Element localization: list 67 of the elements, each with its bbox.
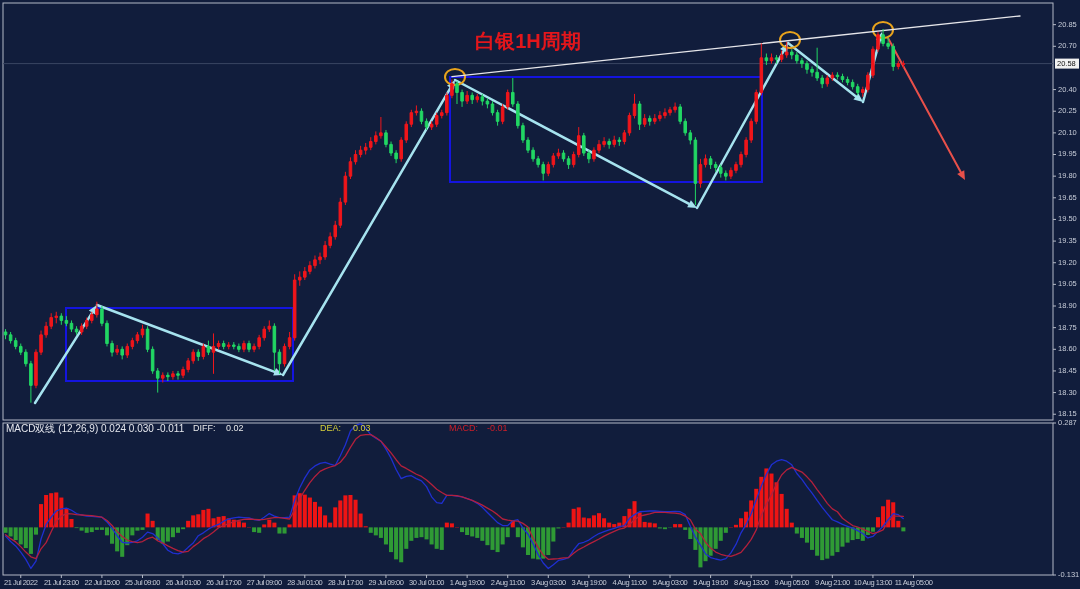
candlestick	[247, 340, 251, 353]
candlestick	[896, 60, 901, 70]
candlestick	[561, 149, 566, 163]
candlestick	[769, 53, 774, 65]
bar	[870, 527, 875, 532]
candlestick	[642, 113, 647, 128]
candlestick	[703, 154, 708, 168]
candlestick	[140, 324, 145, 339]
candlestick	[424, 117, 429, 131]
bar	[460, 527, 465, 533]
annotation: 0.02	[226, 423, 244, 434]
candlestick	[566, 155, 571, 170]
bar	[439, 527, 444, 550]
annotation: DIFF:	[193, 423, 216, 434]
candlestick	[840, 73, 845, 83]
candlestick	[211, 332, 216, 375]
candlestick	[206, 340, 211, 356]
candlestick	[637, 100, 642, 131]
annotation: DEA:	[320, 423, 342, 434]
candlestick	[825, 74, 830, 88]
candlestick	[475, 93, 480, 104]
candlestick	[556, 148, 561, 160]
chart-title: MACD双线 (12,26,9) 0.024 0.030 -0.011	[6, 422, 185, 434]
candlestick	[216, 340, 221, 350]
candlestick	[120, 345, 124, 360]
candlestick	[196, 348, 201, 362]
candlestick	[855, 83, 860, 96]
candlestick	[470, 91, 474, 105]
candlestick	[3, 328, 8, 340]
candlestick	[115, 344, 119, 356]
candlestick	[480, 93, 485, 106]
candlestick	[176, 370, 180, 381]
candlestick	[622, 129, 627, 145]
bar	[175, 527, 181, 533]
annotation: MACD:	[449, 423, 478, 434]
candlestick	[465, 90, 469, 105]
bar	[673, 524, 678, 528]
bar	[596, 513, 602, 528]
candlestick	[647, 115, 652, 127]
bar	[652, 523, 657, 528]
bar	[262, 524, 267, 528]
candlestick	[612, 135, 616, 148]
candlestick	[161, 371, 165, 383]
candlestick	[607, 138, 611, 150]
text: 白银1H周期	[475, 30, 581, 53]
candlestick	[272, 322, 277, 372]
candlestick	[784, 41, 789, 59]
candlestick	[485, 97, 490, 109]
candlestick	[59, 312, 64, 326]
candlestick	[69, 319, 74, 333]
candlestick	[74, 325, 79, 336]
candlestick	[226, 341, 231, 350]
bar	[449, 523, 454, 528]
candlestick	[242, 340, 246, 353]
annotation: -0.01	[487, 423, 508, 434]
bar	[901, 527, 906, 532]
candlestick	[171, 370, 175, 381]
candlestick	[221, 340, 226, 350]
candlestick	[845, 76, 850, 86]
candlestick	[135, 331, 140, 345]
candlestick	[764, 53, 769, 66]
candlestick	[201, 343, 206, 360]
candlestick	[835, 71, 840, 80]
candlestick	[617, 136, 622, 147]
bar	[252, 527, 257, 533]
candlestick	[774, 54, 779, 65]
candlestick	[166, 371, 170, 382]
